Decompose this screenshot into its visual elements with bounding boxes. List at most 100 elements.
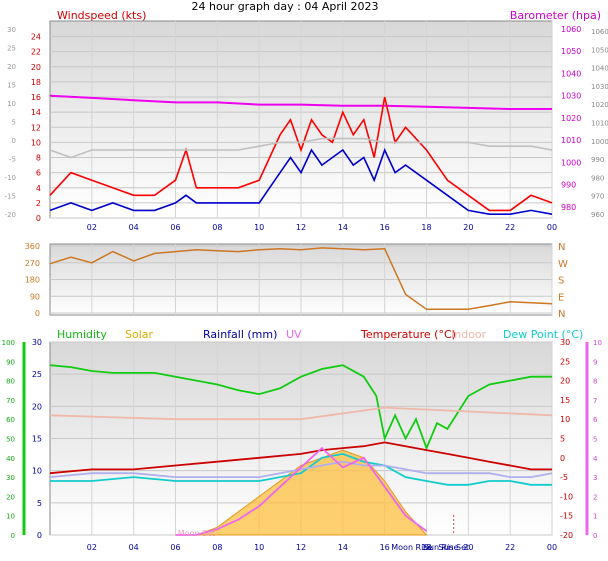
- multi-right-uv-tick: 5: [593, 436, 597, 444]
- legend-entry: UV: [286, 328, 302, 341]
- multi-annotations: Moon Rise Sun Set Moon Set Sun Rise: [178, 515, 469, 552]
- multi-legend: Humidity Solar Rainfall (mm) UV Temperature …: [57, 328, 583, 341]
- wind-left-tick: 18: [31, 78, 41, 87]
- wind-x-tick: 16: [380, 223, 390, 232]
- multi-series: [49, 364, 553, 536]
- direction-left-tick: 0: [35, 309, 40, 318]
- wind-outer-tick: 15: [7, 82, 16, 90]
- wind-series-line-3: [49, 147, 553, 215]
- multi-x-tick: 10: [254, 543, 264, 552]
- multi-right-uv-tick: 6: [593, 416, 598, 424]
- multi-x-tick: 12: [296, 543, 306, 552]
- wind-x-tick: 22: [505, 223, 515, 232]
- wind-x-tick: 00: [547, 223, 557, 232]
- annotation: Sun Rise: [424, 543, 459, 552]
- wind-x-tick: 02: [87, 223, 97, 232]
- multi-right-temp-tick: 30: [560, 338, 570, 347]
- wind-left-tick: 4: [36, 184, 41, 193]
- legend-entry: Dew Point (°C): [503, 328, 583, 341]
- multi-series-line-2: [49, 441, 552, 475]
- wind-left-tick: 8: [36, 154, 41, 163]
- direction-axes: 0 N 90 E 180 S 270 W 360 N: [25, 242, 568, 320]
- wind-outer-tick: -5: [9, 156, 16, 164]
- wind-right-outer-tick: 1040: [591, 65, 608, 73]
- multi-left-tick: 30: [32, 338, 42, 347]
- page-title: 24 hour graph day : 04 April 2023: [192, 0, 379, 13]
- multi-series-line-4: [49, 460, 553, 479]
- wind-left-tick: 24: [31, 33, 41, 42]
- multi-outer-tick: 70: [6, 397, 15, 405]
- multi-right-uv-tick: 2: [593, 493, 597, 501]
- wind-right-outer-tick: 1060: [591, 28, 608, 36]
- multi-right-temp-tick: -10: [560, 492, 573, 501]
- multi-right-uv-tick: 8: [593, 378, 597, 386]
- wind-series-line-2: [49, 137, 553, 159]
- multi-x-tick: 14: [338, 543, 348, 552]
- direction-right-tick: S: [558, 276, 564, 287]
- legend-entry: Humidity: [57, 328, 107, 341]
- multi-right-uv-tick: 3: [593, 474, 597, 482]
- multi-left-tick: 25: [32, 370, 42, 379]
- multi-left-tick: 15: [32, 435, 42, 444]
- multi-right-uv-tick: 9: [593, 358, 597, 366]
- wind-x-tick: 12: [296, 223, 306, 232]
- wind-series-line-0: [49, 94, 552, 110]
- multi-outer-tick: 60: [6, 416, 15, 424]
- multi-panel: Humidity Solar Rainfall (mm) UV Temperature …: [2, 328, 602, 552]
- direction-left-tick: 270: [25, 259, 40, 268]
- wind-right-outer-tick: 1000: [591, 138, 608, 146]
- multi-x-tick: 18: [421, 543, 431, 552]
- wind-right-tick: 980: [561, 203, 576, 212]
- multi-right-temp-tick: -5: [560, 473, 568, 482]
- wind-series-line-1: [49, 96, 553, 212]
- wind-left-tick: 0: [36, 214, 41, 223]
- multi-left-tick: 10: [32, 467, 42, 476]
- wind-x-tick: 06: [170, 223, 180, 232]
- multi-series-line-3: [50, 452, 552, 486]
- wind-axes: 024681012141618202224-20-15-10-505101520…: [5, 25, 608, 232]
- wind-right-tick: 1050: [561, 47, 581, 56]
- multi-left-tick: 20: [32, 402, 42, 411]
- legend-entry: Indoor: [451, 328, 487, 341]
- wind-right-outer-tick: 980: [591, 174, 604, 182]
- multi-right-temp-tick: 20: [560, 377, 570, 386]
- wind-x-tick: 20: [463, 223, 473, 232]
- wind-right-outer-tick: 990: [591, 156, 604, 164]
- wind-right-outer-tick: 960: [591, 211, 604, 219]
- wind-outer-tick: 20: [7, 63, 16, 71]
- wind-right-label: Barometer (hpa): [510, 9, 601, 22]
- multi-outer-tick: 90: [6, 358, 15, 366]
- wind-outer-tick: 5: [12, 119, 16, 127]
- wind-outer-tick: 30: [7, 26, 16, 34]
- multi-x-tick: 20: [463, 543, 473, 552]
- wind-series: [49, 94, 553, 215]
- multi-axes: 0510152025300102030405060708090100-20-15…: [2, 338, 602, 552]
- multi-x-tick: 06: [170, 543, 180, 552]
- multi-right-temp-tick: 5: [560, 435, 565, 444]
- direction-panel: 0 N 90 E 180 S 270 W 360 N: [25, 242, 568, 320]
- wind-right-tick: 1000: [561, 158, 581, 167]
- multi-outer-tick: 0: [11, 532, 15, 540]
- wind-left-tick: 10: [31, 138, 41, 147]
- direction-right-tick: E: [558, 292, 564, 303]
- multi-left-tick: 5: [37, 499, 42, 508]
- wind-outer-tick: -15: [5, 193, 16, 201]
- wind-right-outer-tick: 1050: [591, 46, 608, 54]
- multi-right-temp-tick: 25: [560, 357, 570, 366]
- multi-series-line-5: [175, 446, 428, 536]
- direction-series-line: [49, 247, 553, 311]
- multi-outer-tick: 40: [6, 455, 15, 463]
- annotation: Sun Set: [438, 543, 469, 552]
- direction-left-tick: 360: [25, 242, 40, 251]
- annotation: Moon Set: [178, 529, 215, 538]
- wind-x-tick: 04: [129, 223, 139, 232]
- wind-outer-tick: 10: [7, 100, 16, 108]
- multi-series-line-1: [49, 406, 553, 421]
- multi-outer-tick: 20: [6, 493, 15, 501]
- wind-right-outer-tick: 1030: [591, 83, 608, 91]
- wind-left-tick: 14: [31, 108, 41, 117]
- wind-x-tick: 18: [421, 223, 431, 232]
- annotation: Moon Rise: [391, 543, 432, 552]
- wind-left-tick: 2: [36, 199, 41, 208]
